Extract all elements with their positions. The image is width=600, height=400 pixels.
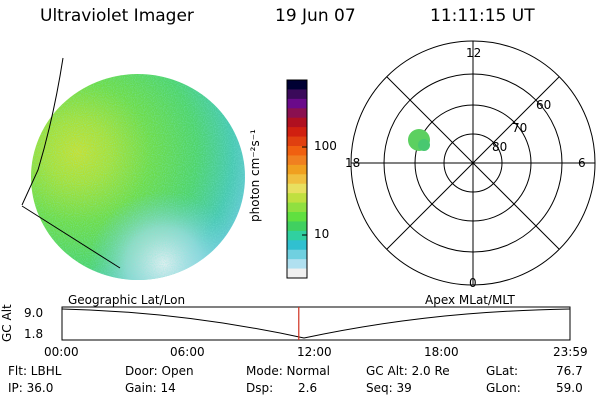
gc-alt-curve [61, 308, 571, 339]
colorbar-segment [287, 221, 307, 232]
timeline-left-title: Geographic Lat/Lon [68, 293, 186, 307]
dsp-label: Dsp: [246, 381, 274, 395]
timeline-xtick-1200: 12:00 [297, 345, 332, 359]
date-label: 19 Jun 07 [275, 6, 356, 26]
instrument-title: Ultraviolet Imager [40, 6, 194, 26]
colorbar-segment [287, 240, 307, 251]
colorbar-segment [287, 259, 307, 270]
timeline-xtick-1800: 18:00 [424, 345, 459, 359]
lat-label-70: 70 [512, 121, 528, 135]
colorbar [286, 79, 308, 279]
gc-alt-info: GC Alt: 2.0 Re [366, 364, 450, 378]
limb-line [21, 57, 64, 206]
gain-info: Gain: 14 [125, 381, 176, 395]
door-info: Door: Open [125, 364, 194, 378]
colorbar-segment [287, 230, 307, 241]
glon-value: 59.0 [556, 381, 583, 395]
colorbar-segment [287, 108, 307, 119]
timeline-xtick-0600: 06:00 [170, 345, 205, 359]
colorbar-segment [287, 98, 307, 109]
colorbar-frame [286, 79, 308, 279]
mlt-label-6: 6 [578, 156, 586, 170]
timeline-ylabel: GC Alt [0, 304, 14, 342]
colorbar-segment [287, 89, 307, 100]
mlt-label-12: 12 [466, 46, 482, 60]
mlt-label-0: 0 [469, 276, 477, 290]
timeline-xtick-0000: 00:00 [44, 345, 79, 359]
glon-label: GLon: [486, 381, 521, 395]
colorbar-segment [287, 183, 307, 194]
mode-info: Mode: Normal [246, 364, 330, 378]
colorbar-segment [287, 202, 307, 213]
colorbar-segment [287, 164, 307, 175]
colorbar-segment [287, 80, 307, 90]
lat-label-60: 60 [536, 98, 552, 112]
timeline-xtick-2359: 23:59 [553, 345, 588, 359]
dsp-value: 2.6 [298, 381, 318, 395]
timeline-ytick-high: 9.0 [24, 306, 44, 320]
colorbar-segment [287, 155, 307, 166]
seq-info: Seq: 39 [366, 381, 412, 395]
colorbar-segment [287, 127, 307, 138]
colorbar-segment [287, 117, 307, 128]
ip-info: IP: 36.0 [8, 381, 54, 395]
lat-label-80: 80 [492, 140, 508, 154]
earth-disk-image [31, 74, 245, 280]
glat-value: 76.7 [556, 364, 583, 378]
colorbar-segment [287, 146, 307, 156]
colorbar-segment [287, 249, 307, 260]
colorbar-unit-label: photon cm⁻²s⁻¹ [248, 129, 262, 222]
colorbar-tick-100: 100 [314, 139, 337, 153]
polar-auroral-spot [408, 129, 430, 151]
filter-info: Flt: LBHL [8, 364, 62, 378]
timeline-right-title: Apex MLat/MLT [425, 293, 515, 307]
time-label: 11:11:15 UT [430, 6, 535, 26]
colorbar-segment [287, 174, 307, 185]
colorbar-segment [287, 136, 307, 147]
colorbar-segment [287, 268, 307, 279]
timeline-plot [61, 306, 571, 341]
glat-label: GLat: [486, 364, 519, 378]
timeline-ytick-low: 1.8 [24, 327, 44, 341]
terminator-line [21, 205, 121, 269]
colorbar-segment [287, 193, 307, 204]
mlt-label-18: 18 [345, 156, 361, 170]
colorbar-tick-10: 10 [314, 227, 330, 241]
colorbar-segment [287, 212, 307, 222]
polar-plot [350, 40, 596, 286]
